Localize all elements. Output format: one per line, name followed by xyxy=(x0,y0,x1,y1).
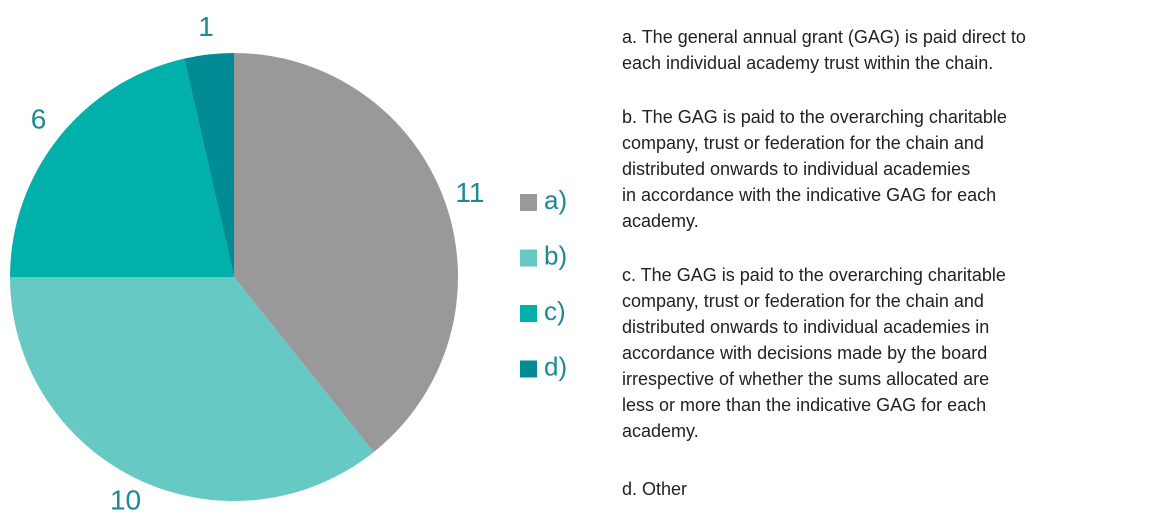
note-line: distributed onwards to individual academ… xyxy=(622,317,989,337)
legend-swatch xyxy=(520,194,537,211)
note-line: c. The GAG is paid to the overarching ch… xyxy=(622,265,1006,285)
legend-swatch xyxy=(520,360,537,378)
note-line: a. The general annual grant (GAG) is pai… xyxy=(622,27,1026,47)
note-line: company, trust or federation for the cha… xyxy=(622,291,984,311)
legend-swatch xyxy=(520,305,537,322)
note-line: academy. xyxy=(622,211,699,231)
note-line: less or more than the indicative GAG for… xyxy=(622,395,986,415)
legend-label: c) xyxy=(544,296,566,326)
data-label: 6 xyxy=(31,104,47,135)
note-line: in accordance with the indicative GAG fo… xyxy=(622,185,996,205)
note-line: accordance with decisions made by the bo… xyxy=(622,343,987,363)
data-label: 1 xyxy=(198,11,214,42)
data-label: 10 xyxy=(110,485,141,516)
data-label: 11 xyxy=(455,177,484,208)
legend-label: b) xyxy=(544,240,567,270)
legend-swatch xyxy=(520,249,537,267)
note-line: irrespective of whether the sums allocat… xyxy=(622,369,989,389)
pie-slice xyxy=(234,53,459,453)
pie-slice xyxy=(184,53,234,277)
note-line: company, trust or federation for the cha… xyxy=(622,133,984,153)
note-line: distributed onwards to individual academ… xyxy=(622,159,970,179)
legend-label: d) xyxy=(544,351,567,381)
pie-slice xyxy=(10,58,234,277)
note-line: d. Other xyxy=(622,479,687,499)
pie-slice xyxy=(10,277,374,502)
note-line: each individual academy trust within the… xyxy=(622,53,993,73)
note-line: academy. xyxy=(622,421,699,441)
note-line: b. The GAG is paid to the overarching ch… xyxy=(622,107,1007,127)
legend-label: a) xyxy=(544,185,567,215)
